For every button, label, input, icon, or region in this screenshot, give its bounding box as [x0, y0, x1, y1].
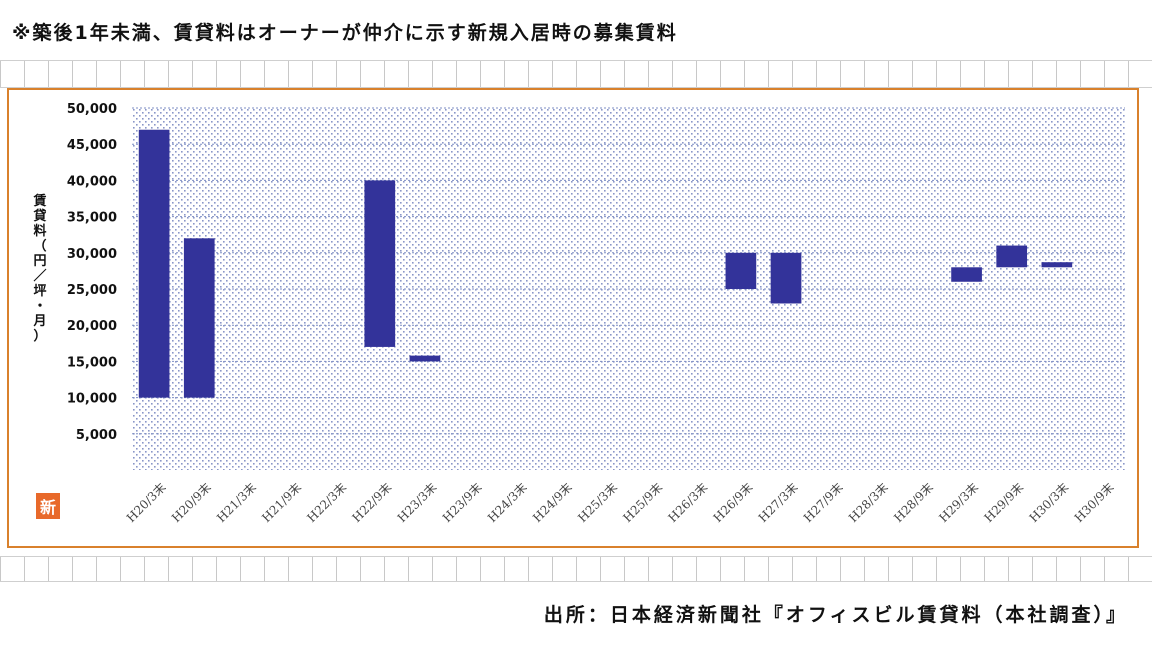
x-tick-label: H23/9末 — [440, 480, 485, 525]
y-tick-label: 15,000 — [67, 355, 117, 370]
x-tick-label: H25/9末 — [620, 480, 665, 525]
x-tick-label: H20/3末 — [124, 480, 169, 525]
x-tick-label: H30/3末 — [1027, 480, 1072, 525]
x-tick-label: H28/3末 — [846, 480, 891, 525]
x-tick-label: H25/3末 — [575, 480, 620, 525]
x-tick-label: H30/9末 — [1072, 480, 1117, 525]
x-tick-label: H24/9末 — [530, 480, 575, 525]
source-credit: 出所：日本経済新聞社『オフィスビル賃貸料（本社調査）』 — [543, 604, 1128, 626]
x-tick-label: H28/9末 — [891, 480, 936, 525]
y-tick-label: 35,000 — [67, 211, 117, 226]
chart-note: ※築後1年未満、賃貸料はオーナーが仲介に示す新規入居時の募集賃料 — [12, 22, 678, 44]
range-bar-H29-3末 — [951, 267, 982, 282]
range-bar-H29-9末 — [996, 245, 1028, 268]
y-tick-label: 25,000 — [67, 283, 117, 298]
y-axis-ticks: 5,000 10,000 15,000 20,000 25,000 30,000 35,00… — [67, 102, 117, 443]
x-tick-label: H27/9末 — [801, 480, 846, 525]
x-tick-label: H27/3末 — [756, 480, 801, 525]
range-bar-H20-3末 — [138, 129, 170, 398]
x-tick-label: H29/3末 — [936, 480, 981, 525]
x-tick-label: H21/9末 — [259, 480, 304, 525]
spreadsheet-grid-top — [0, 60, 1152, 88]
x-tick-label: H26/3末 — [665, 480, 710, 525]
spreadsheet-grid-bottom — [0, 556, 1152, 582]
range-bar-H20-9末 — [183, 238, 215, 398]
x-tick-label: H24/3末 — [485, 480, 530, 525]
x-tick-label: H22/9末 — [350, 480, 395, 525]
gridlines — [132, 107, 1125, 435]
x-tick-label: H20/9末 — [169, 480, 214, 525]
bars — [138, 129, 1073, 398]
range-bar-H23-3末 — [409, 355, 441, 362]
range-bar-H30-3末 — [1041, 262, 1073, 268]
x-tick-label: H26/9末 — [711, 480, 756, 525]
y-tick-label: 50,000 — [67, 102, 117, 117]
y-tick-label: 30,000 — [67, 247, 117, 262]
x-tick-label: H23/3末 — [395, 480, 440, 525]
y-tick-label: 10,000 — [67, 392, 117, 407]
newspaper-logo: 新 — [36, 493, 60, 519]
y-tick-label: 5,000 — [76, 428, 117, 443]
x-tick-label: H21/3末 — [214, 480, 259, 525]
range-bar-H26-9末 — [725, 252, 757, 289]
y-tick-label: 40,000 — [67, 174, 117, 189]
y-axis-label: 賃貸料（円／坪・月） — [32, 193, 46, 344]
y-tick-label: 45,000 — [67, 138, 117, 153]
x-tick-label: H29/9末 — [981, 480, 1026, 525]
x-axis-ticks: H20/3末 H20/9末 H21/3末 H21/9末 H22/3末 H22/9末 H23/… — [124, 480, 1117, 525]
range-bar-H22-9末 — [364, 180, 396, 347]
x-tick-label: H22/3末 — [304, 480, 349, 525]
y-tick-label: 20,000 — [67, 319, 117, 334]
range-bar-H27-3末 — [770, 252, 802, 304]
